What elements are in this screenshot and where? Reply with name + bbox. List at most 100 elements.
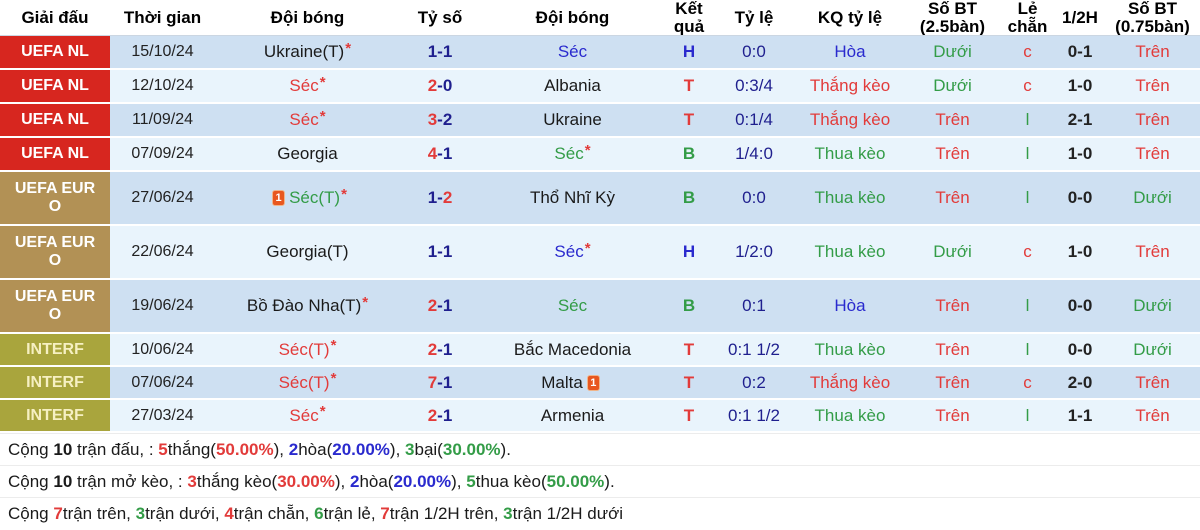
table-row: INTERF 27/03/24 Séc * 2-1 Armenia T 0:1 1/2 Thua… (0, 400, 1200, 433)
score-cell: 1-2 (400, 172, 480, 224)
home-score: 3 (427, 110, 438, 129)
summary-segment: ), (334, 472, 350, 491)
odds-value: 0:1/4 (735, 110, 773, 129)
summary-segment: 7 (53, 504, 63, 523)
team-name: Séc(T) (278, 372, 330, 392)
match-date: 22/06/24 (131, 243, 194, 260)
over-under-2-5: Dưới (933, 76, 972, 95)
summary-segment: 20.00% (332, 440, 390, 459)
first-half-score: 0-0 (1067, 296, 1093, 315)
table-row: UEFA NL 12/10/24 Séc * 2-0 Albania T 0:3/4 Thắng… (0, 70, 1200, 104)
home-score: 1 (427, 242, 438, 261)
odds-result: Thắng kèo (809, 110, 891, 129)
result-letter: B (682, 296, 696, 315)
odd-even: c (1023, 76, 1032, 95)
table-row: UEFA EURO 19/06/24 Bồ Đào Nha(T) * 2-1 Séc B 0:… (0, 280, 1200, 334)
first-half-score: 2-0 (1067, 372, 1093, 392)
away-team-cell: Séc (480, 36, 665, 68)
team-name: Malta (541, 372, 583, 392)
team-name: Séc (289, 110, 319, 129)
odds-result: Hòa (834, 296, 866, 315)
away-team-cell: Bắc Macedonia (480, 334, 665, 365)
odds-result: Thắng kèo (809, 76, 891, 95)
score-cell: 1-1 (400, 36, 480, 68)
league-badge: UEFA NL (0, 104, 110, 136)
league-badge: UEFA NL (0, 138, 110, 170)
match-date: 07/06/24 (131, 373, 194, 391)
summary-segment: Cộng (8, 472, 54, 491)
score-cell: 1-1 (400, 226, 480, 278)
home-score: 2 (427, 405, 438, 425)
team-name: Bồ Đào Nha(T) (246, 296, 362, 315)
league-badge: UEFA EURO (0, 280, 110, 332)
odds-value: 1/2:0 (735, 242, 773, 261)
match-date: 19/06/24 (131, 297, 194, 314)
table-row: UEFA EURO 27/06/24 1 Séc(T) * 1-2 Thổ Nhĩ Kỳ B 0… (0, 172, 1200, 226)
summary-segment: trận lẻ, (323, 504, 381, 523)
over-under-0-75: Dưới (1133, 188, 1172, 207)
over-under-2-5: Trên (935, 405, 970, 425)
match-date: 07/09/24 (131, 145, 194, 162)
score-dash: - (437, 42, 443, 61)
away-score: 1 (442, 405, 453, 425)
featured-star-icon: * (345, 39, 352, 57)
red-card-icon: 1 (586, 374, 600, 391)
featured-star-icon: * (319, 403, 326, 420)
odds-value: 0:1 (742, 296, 766, 315)
team-name: Séc (289, 76, 319, 95)
column-header: Số BT (2.5bàn) (919, 0, 986, 35)
odds-result: Thua kèo (814, 405, 886, 425)
summary-line: Cộng 10 trận mở kèo, : 3thắng kèo(30.00%… (0, 465, 1200, 497)
odd-even: l (1025, 110, 1030, 129)
over-under-0-75: Trên (1135, 405, 1170, 425)
table-body: UEFA NL 15/10/24 Ukraine(T) * 1-1 Séc H 0:0 Hòa D… (0, 36, 1200, 433)
score-dash: - (437, 405, 443, 425)
result-letter: T (683, 339, 695, 359)
score-cell: 2-1 (400, 400, 480, 431)
away-team-cell: Ukraine (480, 104, 665, 136)
home-team-cell: 1 Séc(T) * (215, 172, 400, 224)
summary-segment: 20.00% (393, 472, 452, 491)
over-under-0-75: Trên (1135, 242, 1170, 261)
featured-star-icon: * (362, 293, 369, 311)
first-half-score: 1-0 (1067, 144, 1093, 163)
summary-segment: 3 (405, 440, 415, 459)
first-half-score: 0-0 (1067, 188, 1093, 207)
summary-segment: trận đấu, : (72, 440, 159, 459)
summary-segment: 6 (314, 504, 324, 523)
home-team-cell: Georgia(T) (215, 226, 400, 278)
summary-segment: thua kèo( (475, 472, 547, 491)
away-team-cell: Albania (480, 70, 665, 102)
summary-segment: 7 (380, 504, 390, 523)
summary-segment: 30.00% (442, 440, 501, 459)
summary-segment: trận trên, (62, 504, 136, 523)
first-half-score: 1-1 (1067, 405, 1093, 425)
over-under-2-5: Trên (935, 188, 970, 207)
score-cell: 4-1 (400, 138, 480, 170)
league-badge: UEFA NL (0, 36, 110, 68)
score-dash: - (437, 296, 443, 315)
away-team-cell: Thổ Nhĩ Kỳ (480, 172, 665, 224)
score-cell: 7-1 (400, 367, 480, 398)
summary-segment: ), (451, 472, 467, 491)
featured-star-icon: * (341, 185, 347, 203)
away-score: 2 (442, 188, 453, 207)
league-badge: UEFA EURO (0, 172, 110, 224)
odds-result: Thua kèo (814, 242, 886, 261)
column-header: Tỷ lệ (734, 7, 774, 27)
result-letter: T (683, 405, 695, 425)
first-half-score: 1-0 (1067, 242, 1093, 261)
team-name: Georgia (277, 144, 338, 163)
first-half-score: 0-1 (1067, 42, 1093, 61)
over-under-0-75: Dưới (1133, 339, 1172, 359)
column-header: Thời gian (123, 7, 202, 27)
team-name: Georgia(T) (266, 242, 349, 261)
summary-segment: Cộng (8, 440, 54, 459)
odds-value: 1/4:0 (735, 144, 773, 163)
league-badge-label: INTERF (26, 406, 84, 424)
featured-star-icon: * (319, 73, 326, 91)
column-header: Đội bóng (270, 7, 345, 27)
odd-even: c (1023, 372, 1032, 392)
league-badge: UEFA EURO (0, 226, 110, 278)
